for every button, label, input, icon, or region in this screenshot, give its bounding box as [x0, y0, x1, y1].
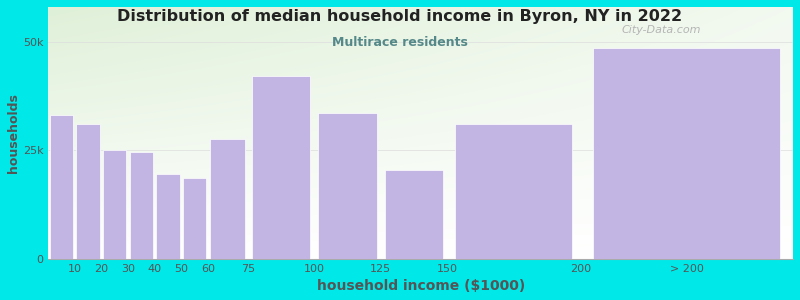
Bar [50, 116, 74, 259]
X-axis label: household income ($1000): household income ($1000) [317, 279, 525, 293]
Y-axis label: households: households [7, 93, 20, 173]
Bar [183, 178, 206, 259]
Bar [252, 76, 310, 259]
Bar [210, 139, 246, 259]
Bar [455, 124, 572, 259]
Bar [318, 113, 377, 259]
Text: Multirace residents: Multirace residents [332, 36, 468, 49]
Bar [385, 170, 443, 259]
Bar [103, 150, 126, 259]
Bar [130, 152, 153, 259]
Text: Distribution of median household income in Byron, NY in 2022: Distribution of median household income … [118, 9, 682, 24]
Bar [77, 124, 100, 259]
Bar [156, 174, 180, 259]
Bar [593, 48, 780, 259]
Text: City-Data.com: City-Data.com [622, 25, 702, 34]
